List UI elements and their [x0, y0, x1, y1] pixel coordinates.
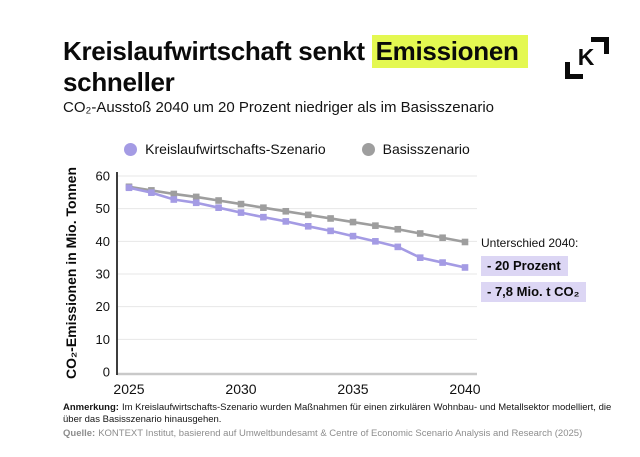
- data-point: [170, 196, 178, 203]
- y-tick-label: 30: [96, 267, 110, 282]
- data-point: [394, 225, 402, 233]
- source-line: Quelle: KONTEXT Institut, basierend auf U…: [63, 428, 619, 440]
- source-label: Quelle:: [63, 428, 96, 439]
- title-highlight: Emissionen: [371, 35, 528, 68]
- data-point: [349, 218, 357, 226]
- data-point: [327, 227, 334, 235]
- data-point: [394, 243, 402, 251]
- data-point: [416, 230, 424, 237]
- data-point: [215, 204, 222, 211]
- x-tick-label: 2040: [449, 381, 480, 397]
- data-point: [461, 264, 469, 271]
- series-line: [128, 186, 466, 269]
- legend-dot-icon: [124, 142, 138, 156]
- annotation-chip: - 7,8 Mio. t CO₂: [481, 282, 587, 302]
- legend: Kreislaufwirtschafts-Szenario Basisszenar…: [117, 141, 477, 157]
- annotation-title: Unterschied 2040:: [481, 236, 579, 250]
- data-point: [237, 209, 245, 216]
- x-tick-label: 2035: [337, 381, 368, 397]
- data-point: [372, 238, 379, 245]
- legend-dot-icon: [361, 142, 375, 156]
- logo-bracket-top-right-icon: [591, 37, 609, 54]
- data-point: [260, 204, 267, 211]
- legend-item-0: Kreislaufwirtschafts-Szenario: [124, 141, 326, 157]
- data-point: [237, 200, 245, 208]
- footnote-text: Im Kreislaufwirtschafts-Szenario wurden …: [63, 402, 612, 425]
- data-point: [304, 223, 312, 230]
- data-point: [416, 254, 424, 261]
- data-point: [349, 232, 357, 240]
- data-point: [192, 193, 200, 201]
- logo-bracket-bottom-left-icon: [565, 62, 583, 79]
- y-tick-label: 50: [96, 201, 110, 216]
- title-text-1: Kreislaufwirtschaft senkt: [63, 36, 372, 66]
- y-tick-label: 60: [96, 169, 110, 184]
- y-tick-label: 10: [96, 332, 110, 347]
- data-point: [304, 211, 312, 219]
- data-point: [372, 222, 379, 229]
- title-text-2: schneller: [63, 67, 175, 97]
- legend-item-1: Basisszenario: [361, 141, 470, 157]
- kontext-logo: K: [565, 37, 609, 79]
- footnote: Anmerkung: Im Kreislaufwirtschafts-Szenar…: [63, 402, 619, 426]
- page-title: Kreislaufwirtschaft senkt Emissionen schn…: [63, 35, 528, 98]
- data-point: [192, 199, 200, 207]
- data-point: [260, 213, 267, 221]
- y-tick-label: 40: [96, 234, 110, 249]
- source-text: KONTEXT Institut, basierend auf Umweltbu…: [98, 428, 583, 439]
- series-line: [128, 185, 466, 244]
- data-point: [148, 189, 155, 196]
- annotation-chip: - 20 Prozent: [481, 256, 568, 276]
- data-point: [125, 184, 133, 192]
- data-point: [461, 238, 469, 246]
- legend-label: Basisszenario: [382, 141, 470, 157]
- data-point: [439, 234, 446, 242]
- legend-label: Kreislaufwirtschafts-Szenario: [145, 141, 326, 157]
- x-tick-label: 2030: [225, 381, 256, 397]
- y-tick-label: 20: [96, 299, 110, 314]
- logo-letter: K: [578, 44, 595, 70]
- subtitle: CO₂-Ausstoß 2040 um 20 Prozent niedriger…: [63, 99, 495, 116]
- annotation-chips: - 20 Prozent - 7,8 Mio. t CO₂: [481, 256, 587, 302]
- data-point: [215, 197, 222, 204]
- difference-annotation: Unterschied 2040: - 20 Prozent - 7,8 Mio.…: [481, 236, 587, 302]
- data-point: [327, 215, 334, 222]
- data-point: [170, 190, 178, 198]
- y-tick-label: 0: [103, 365, 110, 380]
- x-tick-label: 2025: [113, 381, 144, 397]
- footnote-label: Anmerkung:: [63, 402, 119, 413]
- data-point: [282, 207, 290, 215]
- data-point: [439, 259, 446, 266]
- data-point: [282, 218, 290, 225]
